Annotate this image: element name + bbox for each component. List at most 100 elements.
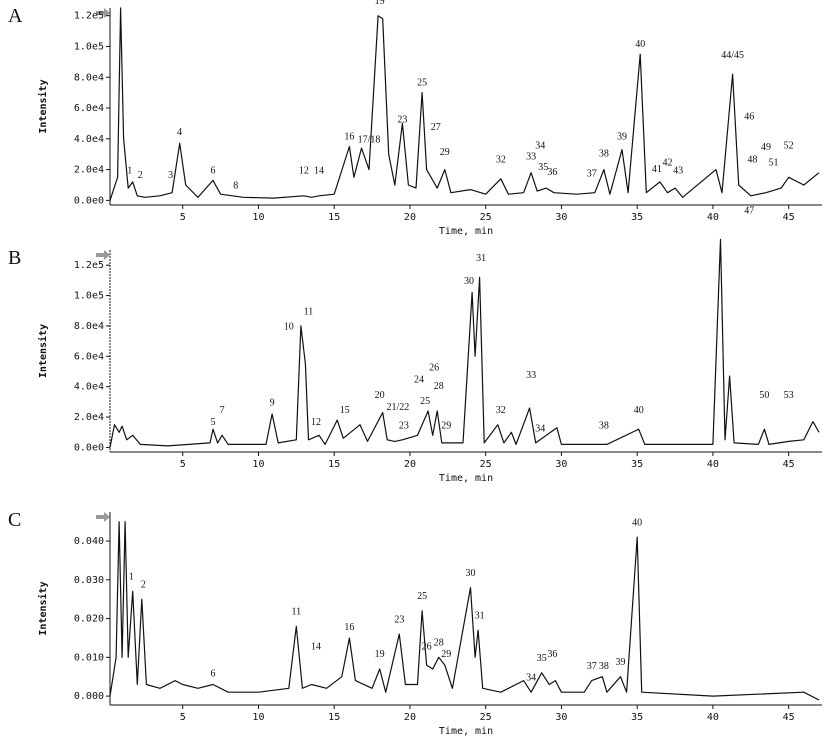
peak-label: 11 [304,306,314,317]
peak-label: 50 [759,390,769,401]
peak-label: 34 [526,672,536,683]
peak-label: 2 [141,579,146,590]
y-tick-label: 2.0e4 [74,412,104,423]
peak-label: 41 [652,164,662,175]
x-tick-label: 30 [555,212,567,223]
y-tick-label: 8.0e4 [74,72,104,83]
peak-label: 43 [673,165,683,176]
peak-label: 10 [284,322,294,333]
x-tick-label: 5 [180,459,186,470]
peak-label: 5 [211,417,216,428]
peak-label: 26 [429,363,439,374]
x-tick-label: 10 [252,712,264,723]
peak-label: 4 [177,127,182,138]
peak-label: 35 [538,162,548,173]
peak-label: 6 [211,669,216,680]
y-tick-label: 1.0e5 [74,291,104,302]
y-tick-label: 0.020 [74,614,104,625]
peak-label: 23 [397,115,407,126]
peak-label: 12 [311,417,321,428]
peak-label: 25 [420,396,430,407]
peak-label: 12 [299,165,309,176]
peak-label: 6 [211,165,216,176]
panel: B 0.0e0 2.0e4 4.0e4 6.0e4 8.0e4 1.0e5 1.2e5 5 10 1… [8,238,822,484]
peak-label: 19 [375,649,385,660]
trace [109,238,820,448]
x-tick-label: 15 [328,212,340,223]
x-tick-label: 20 [404,459,416,470]
x-tick-label: 15 [328,459,340,470]
peak-label: 23 [399,420,409,431]
peak-label: 38 [599,420,609,431]
peak-label: 46 [744,111,754,122]
x-tick-label: 30 [555,712,567,723]
peak-label: 34 [535,423,545,434]
x-tick-label: 20 [404,212,416,223]
peak-label: 1 [127,165,132,176]
y-tick-label: 6.0e4 [74,103,104,114]
peak-label: 8 [233,181,238,192]
x-tick-label: 20 [404,712,416,723]
y-tick-label: 4.0e4 [74,382,104,393]
peak-label: 28 [434,381,444,392]
y-tick-label: 0.010 [74,652,104,663]
peak-label: 27 [431,122,441,133]
peak-label: 30 [466,568,476,579]
y-tick-label: 1.0e5 [74,41,104,52]
panel-letter: C [8,509,21,531]
y-tick-label: 8.0e4 [74,321,104,332]
peak-label: 14 [311,641,321,652]
y-axis-label: Intensity [37,324,49,378]
panel: A 0.0e0 2.0e4 4.0e4 6.0e4 8.0e4 1.0e5 1.2e5 5 10 1… [8,0,822,237]
y-tick-label: 1.2e5 [74,11,104,22]
peak-label: 36 [547,649,557,660]
peak-label: 14 [314,165,324,176]
peak-label: 2 [138,170,143,181]
peak-label: 42 [662,158,672,169]
peak-label: 38 [599,661,609,672]
y-tick-label: 0.0e0 [74,195,104,206]
peak-label: 38 [599,148,609,159]
y-tick-label: 1.2e5 [74,260,104,271]
y-tick-label: 2.0e4 [74,165,104,176]
peak-label: 34 [535,141,545,152]
x-tick-label: 30 [555,459,567,470]
peak-label: 48 [747,155,757,166]
trace [109,7,820,201]
x-tick-label: 25 [480,459,492,470]
peak-label: 24 [414,375,424,386]
peak-label: 9 [270,397,275,408]
peak-label: 16 [344,131,354,142]
peak-label: 16 [344,622,354,633]
corner-arrow [96,512,110,522]
x-tick-label: 5 [180,712,186,723]
y-axis-label: Intensity [37,581,49,635]
peak-label: 36 [547,167,557,178]
x-tick-label: 45 [783,459,795,470]
y-tick-label: 0.0e0 [74,442,104,453]
x-tick-label: 40 [707,712,719,723]
peak-label: 28 [434,638,444,649]
peak-label: 47 [744,205,754,216]
y-axis-label: Intensity [37,79,49,133]
peak-label: 40 [634,405,644,416]
panel: C 0.000 0.010 0.020 0.030 0.040 5 10 15 20 25 30 35 4… [8,509,822,737]
peak-label: 20 [375,390,385,401]
peak-label: 23 [394,614,404,625]
x-tick-label: 45 [783,212,795,223]
y-tick-label: 6.0e4 [74,351,104,362]
peak-label: 39 [616,657,626,668]
x-tick-label: 5 [180,212,186,223]
x-tick-label: 10 [252,212,264,223]
peak-label: 33 [526,151,536,162]
peak-label: 19 [375,0,385,7]
peak-label: 49 [761,142,771,153]
panel-letter: A [8,5,23,27]
peak-label: 29 [441,420,451,431]
corner-arrow [96,250,110,260]
peak-label: 25 [417,591,427,602]
peak-label: 30 [464,276,474,287]
x-tick-label: 35 [631,212,643,223]
x-tick-label: 10 [252,459,264,470]
